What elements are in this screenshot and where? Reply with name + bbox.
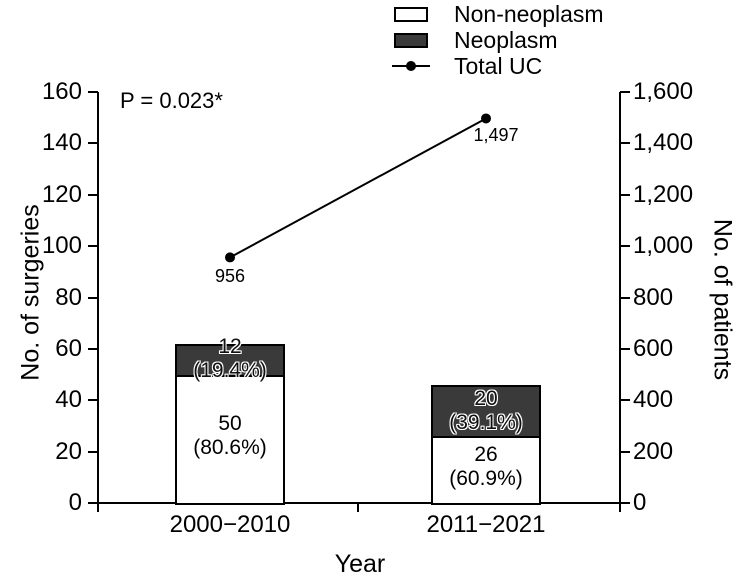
x-axis-tick (357, 503, 359, 512)
y-left-tick (88, 142, 98, 145)
non-neoplasm-swatch-icon (394, 6, 428, 22)
x-axis-tick (619, 503, 621, 512)
y-right-tick (620, 347, 630, 350)
legend-label: Non-neoplasm (454, 1, 604, 27)
bar-label-neoplasm: 12 (19.4%) (193, 335, 267, 383)
legend-label: Total UC (454, 53, 543, 79)
bar-segment-neoplasm (431, 384, 541, 439)
y-left-tick (88, 193, 98, 196)
y-right-tick (620, 193, 630, 196)
p-value-annotation: P = 0.023* (120, 88, 223, 113)
total-uc-point (225, 252, 235, 263)
y-right-tick (620, 296, 630, 299)
total-uc-point-label: 1,497 (473, 125, 519, 146)
y-left-tick-label: 100 (41, 232, 82, 260)
y-right-tick (620, 399, 630, 402)
y-right-tick-label: 600 (633, 334, 674, 362)
total-uc-point-label: 956 (214, 266, 246, 287)
legend-item-neoplasm: Neoplasm (392, 27, 604, 53)
y-left-tick-label: 140 (41, 129, 82, 157)
y-left-tick-label: 40 (55, 386, 82, 414)
bar-segment-neoplasm (175, 343, 285, 377)
x-axis-tick (97, 503, 99, 512)
y-right-tick-label: 200 (633, 437, 674, 465)
bar-label-neoplasm: 20 (39.1%) (449, 386, 523, 434)
x-category-label: 2000−2010 (169, 511, 291, 538)
y-left-tick (88, 450, 98, 453)
y-right-tick-label: 1,600 (633, 78, 694, 105)
x-axis-line (97, 502, 621, 504)
y-left-tick-label: 120 (41, 180, 82, 208)
y-right-tick (620, 142, 630, 145)
y-left-tick (88, 347, 98, 350)
y-left-tick (88, 502, 98, 504)
line-dot-swatch-icon (392, 61, 430, 71)
y-left-tick-label: 160 (41, 78, 82, 105)
y-right-tick (620, 245, 630, 248)
bar-label-non-neoplasm: 26 (60.9%) (449, 442, 523, 490)
y-right-tick (620, 91, 630, 93)
y-right-tick (620, 502, 630, 504)
y-right-tick-label: 1,000 (633, 232, 694, 260)
y-left-tick (88, 245, 98, 248)
left-axis-line (97, 92, 99, 504)
legend-label: Neoplasm (454, 27, 558, 53)
y-right-tick-label: 0 (633, 489, 647, 516)
x-category-label: 2011−2021 (426, 511, 546, 538)
total-uc-point (481, 113, 491, 124)
y-left-tick (88, 399, 98, 402)
y-left-tick (88, 296, 98, 299)
legend-item-non-neoplasm: Non-neoplasm (392, 1, 604, 27)
y-left-tick-label: 0 (68, 489, 82, 516)
legend-item-total-uc: Total UC (392, 53, 604, 79)
y-left-tick-label: 60 (55, 334, 82, 362)
y-left-tick-label: 80 (55, 283, 82, 311)
legend: Non-neoplasm Neoplasm Total UC (392, 1, 604, 79)
y-right-tick (620, 450, 630, 453)
y-left-tick-label: 20 (55, 437, 82, 465)
y-right-tick-label: 1,400 (633, 129, 694, 157)
neoplasm-swatch-icon (394, 32, 428, 48)
y-left-tick (88, 91, 98, 93)
y-right-tick-label: 800 (633, 283, 674, 311)
x-axis-title: Year (334, 550, 386, 578)
y-right-tick-label: 400 (633, 386, 674, 414)
bar-label-non-neoplasm: 50 (80.6%) (193, 411, 267, 459)
y-right-tick-label: 1,200 (633, 180, 694, 208)
